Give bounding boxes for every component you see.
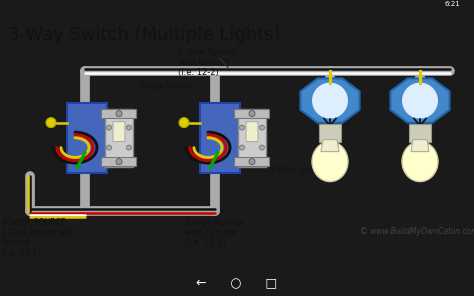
Ellipse shape [402, 141, 438, 182]
Circle shape [312, 83, 348, 119]
Text: 3-Way Switch: 3-Way Switch [270, 165, 326, 175]
Text: ←      ○      □: ← ○ □ [196, 278, 278, 291]
Text: 3-Way Switch (Multiple Lights): 3-Way Switch (Multiple Lights) [8, 25, 281, 44]
Circle shape [249, 159, 255, 165]
Circle shape [179, 118, 189, 128]
FancyBboxPatch shape [235, 157, 270, 166]
FancyBboxPatch shape [235, 109, 270, 118]
Text: 2-Wire Romex
with Ground
(i.e. 12-2): 2-Wire Romex with Ground (i.e. 12-2) [178, 48, 237, 77]
Circle shape [46, 118, 56, 128]
Text: © www.BuildMyOwnCabin.com: © www.BuildMyOwnCabin.com [360, 227, 474, 236]
Circle shape [239, 145, 245, 150]
FancyBboxPatch shape [246, 122, 258, 141]
Polygon shape [301, 78, 360, 123]
Circle shape [259, 145, 264, 150]
Circle shape [116, 159, 122, 165]
Ellipse shape [312, 141, 348, 182]
Polygon shape [391, 78, 449, 123]
Text: 6:21: 6:21 [444, 1, 460, 7]
Circle shape [249, 111, 255, 117]
FancyBboxPatch shape [238, 109, 266, 167]
Polygon shape [321, 140, 339, 152]
FancyBboxPatch shape [67, 103, 107, 173]
Circle shape [107, 145, 111, 150]
FancyBboxPatch shape [319, 124, 341, 141]
Circle shape [127, 125, 131, 130]
FancyBboxPatch shape [113, 122, 125, 141]
Text: 3-Wire Romex
with Ground
(i.e. 12-3): 3-Wire Romex with Ground (i.e. 12-3) [185, 218, 244, 247]
Circle shape [107, 125, 111, 130]
Circle shape [239, 125, 245, 130]
Circle shape [402, 83, 438, 119]
FancyBboxPatch shape [200, 103, 240, 173]
Circle shape [116, 111, 122, 117]
FancyBboxPatch shape [105, 109, 133, 167]
Polygon shape [411, 140, 429, 152]
Circle shape [127, 145, 131, 150]
Text: POWER SOURCE
2-Wire Romex with
Ground
(i.e. 12-2): POWER SOURCE 2-Wire Romex with Ground (i… [2, 218, 76, 258]
FancyBboxPatch shape [409, 124, 431, 141]
Text: 3-Way Switch: 3-Way Switch [138, 82, 194, 91]
FancyBboxPatch shape [101, 157, 137, 166]
FancyBboxPatch shape [101, 109, 137, 118]
Circle shape [259, 125, 264, 130]
